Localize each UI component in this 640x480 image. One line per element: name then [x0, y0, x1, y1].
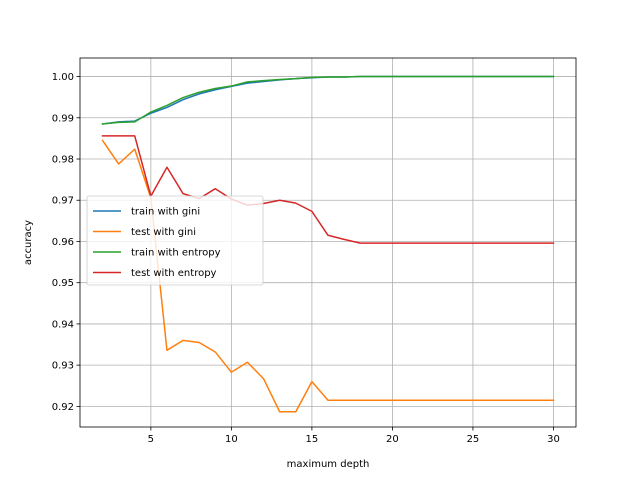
legend-label-test-with-entropy: test with entropy [131, 268, 217, 279]
y-tick-label: 0.96 [52, 237, 74, 248]
x-tick-label: 30 [547, 434, 560, 445]
series-line-train-with-entropy [101, 75, 555, 125]
x-axis-label: maximum depth [287, 459, 370, 470]
legend-box [86, 195, 264, 286]
x-tick-label: 10 [225, 434, 238, 445]
x-tick-label: 25 [467, 434, 480, 445]
x-tick-label: 20 [386, 434, 399, 445]
y-tick-label: 0.95 [52, 278, 74, 289]
legend-label-train-with-gini: train with gini [131, 207, 200, 218]
legend: train with gini test with gini train with … [86, 195, 264, 286]
series-lines [101, 75, 555, 413]
y-tick-label: 0.94 [52, 319, 74, 330]
series-line-test-with-entropy [101, 135, 555, 244]
y-tick-label: 0.99 [52, 113, 74, 124]
axis-ticks: 5 10 15 20 25 30 0.92 0.93 0.94 0.95 0.96 0.97 0.98 0… [52, 72, 560, 445]
y-tick-label: 0.92 [52, 402, 74, 413]
y-axis-label: accuracy [23, 220, 34, 265]
x-tick-label: 5 [148, 434, 154, 445]
plot-frame [79, 57, 577, 428]
y-tick-label: 0.93 [52, 361, 74, 372]
y-tick-label: 0.98 [52, 155, 74, 166]
series-line-test-with-gini [101, 139, 555, 413]
legend-label-train-with-entropy: train with entropy [131, 248, 221, 259]
x-tick-label: 15 [306, 434, 319, 445]
y-tick-label: 0.97 [52, 196, 74, 207]
legend-label-test-with-gini: test with gini [131, 227, 196, 238]
y-tick-label: 1.00 [52, 72, 74, 83]
grid-lines [80, 58, 576, 427]
